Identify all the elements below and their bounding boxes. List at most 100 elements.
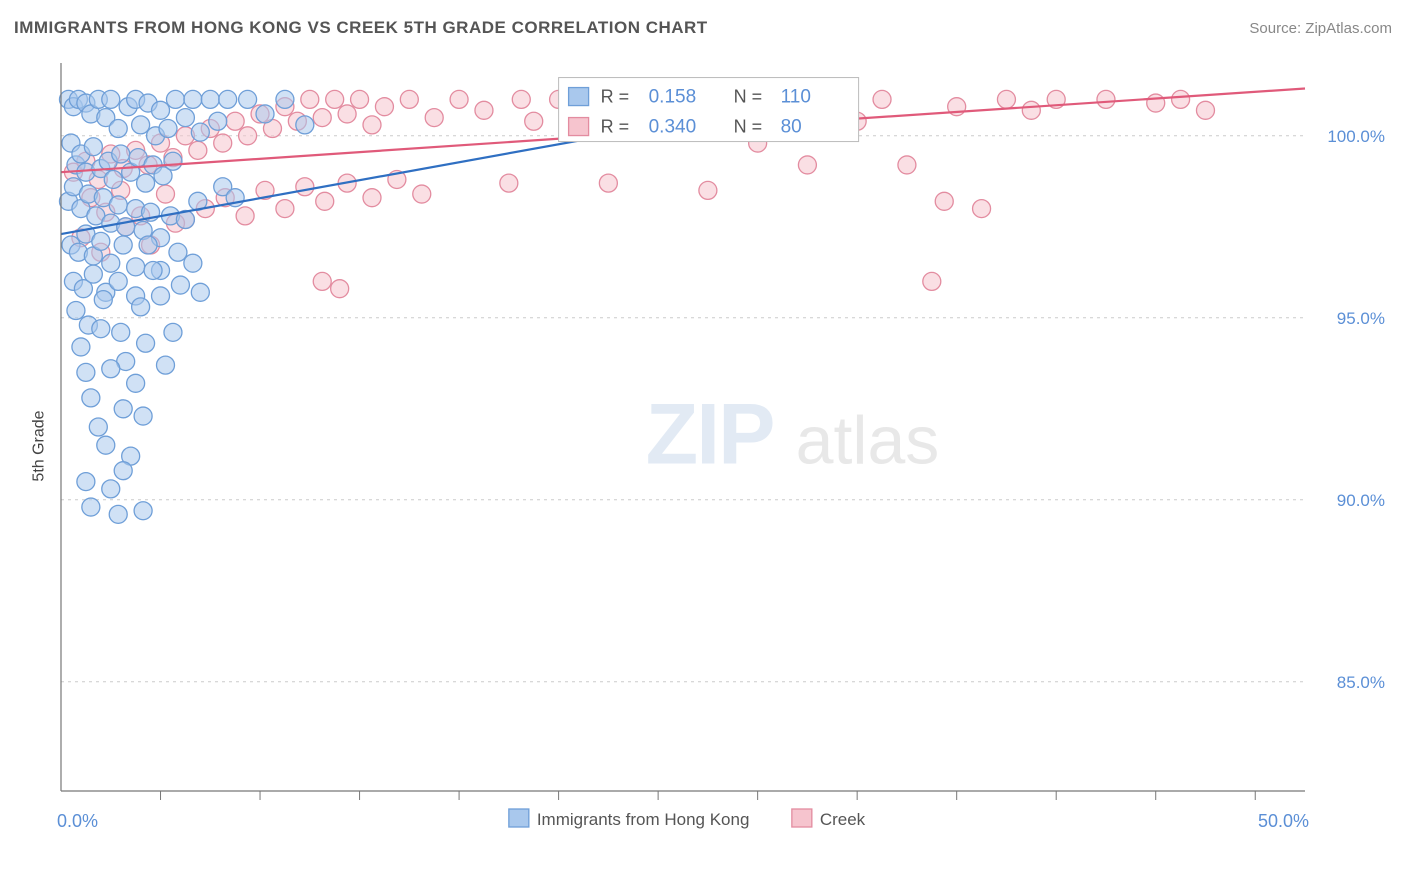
- data-point: [72, 338, 90, 356]
- data-point: [209, 112, 227, 130]
- data-point: [313, 272, 331, 290]
- data-point: [973, 200, 991, 218]
- data-point: [109, 120, 127, 138]
- data-point: [1147, 94, 1165, 112]
- data-point: [313, 109, 331, 127]
- data-point: [699, 181, 717, 199]
- data-point: [351, 90, 369, 108]
- data-point: [112, 145, 130, 163]
- data-point: [226, 112, 244, 130]
- data-point: [137, 174, 155, 192]
- data-point: [425, 109, 443, 127]
- data-point: [256, 105, 274, 123]
- data-point: [923, 272, 941, 290]
- y-axis-label: 5th Grade: [31, 410, 49, 481]
- data-point: [219, 90, 237, 108]
- y-tick-label: 85.0%: [1337, 673, 1385, 692]
- data-point: [114, 462, 132, 480]
- data-point: [84, 265, 102, 283]
- data-point: [239, 127, 257, 145]
- y-tick-label: 100.0%: [1327, 127, 1385, 146]
- data-point: [316, 192, 334, 210]
- legend-r-value: 0.158: [649, 87, 697, 108]
- y-tick-label: 90.0%: [1337, 491, 1385, 510]
- data-point: [114, 400, 132, 418]
- data-point: [331, 280, 349, 298]
- data-point: [239, 90, 257, 108]
- data-point: [102, 90, 120, 108]
- data-point: [156, 185, 174, 203]
- data-point: [276, 200, 294, 218]
- data-point: [189, 141, 207, 159]
- data-point: [114, 236, 132, 254]
- header: IMMIGRANTS FROM HONG KONG VS CREEK 5TH G…: [14, 18, 1392, 38]
- data-point: [191, 123, 209, 141]
- data-point: [159, 120, 177, 138]
- data-point: [184, 90, 202, 108]
- data-point: [236, 207, 254, 225]
- data-point: [84, 138, 102, 156]
- x-tick-label: 0.0%: [57, 811, 98, 831]
- data-point: [82, 498, 100, 516]
- data-point: [400, 90, 418, 108]
- data-point: [109, 272, 127, 290]
- data-point: [338, 105, 356, 123]
- legend-n-value: 110: [781, 87, 811, 108]
- data-point: [139, 236, 157, 254]
- data-point: [1097, 90, 1115, 108]
- data-point: [413, 185, 431, 203]
- data-point: [500, 174, 518, 192]
- data-point: [512, 90, 530, 108]
- data-point: [102, 254, 120, 272]
- chart-area: 85.0% 90.0% 95.0% 100.0% ZIPatlas 0.0% 50.0% R …: [55, 55, 1395, 843]
- data-point: [1022, 101, 1040, 119]
- data-point: [296, 178, 314, 196]
- data-point: [450, 90, 468, 108]
- data-point: [1172, 90, 1190, 108]
- legend-swatch: [792, 809, 812, 827]
- data-point: [191, 283, 209, 301]
- y-tick-label: 95.0%: [1337, 309, 1385, 328]
- legend-label: Creek: [820, 810, 866, 829]
- data-point: [112, 323, 130, 341]
- x-tick-label: 50.0%: [1258, 811, 1309, 831]
- data-point: [296, 116, 314, 134]
- data-point: [132, 116, 150, 134]
- data-point: [898, 156, 916, 174]
- legend-r-label: R =: [601, 117, 630, 137]
- stats-legend: R =0.158N =110R =0.340N =80: [559, 78, 859, 142]
- legend-n-label: N =: [734, 117, 763, 137]
- data-point: [873, 90, 891, 108]
- data-point: [276, 90, 294, 108]
- legend-r-label: R =: [601, 87, 630, 107]
- data-point: [67, 302, 85, 320]
- data-point: [102, 480, 120, 498]
- source-attribution: Source: ZipAtlas.com: [1249, 20, 1392, 37]
- source-name[interactable]: ZipAtlas.com: [1305, 20, 1392, 37]
- data-point: [77, 363, 95, 381]
- data-point: [137, 334, 155, 352]
- legend-n-value: 80: [781, 117, 802, 138]
- data-point: [301, 90, 319, 108]
- watermark: ZIPatlas: [646, 386, 940, 482]
- data-point: [214, 134, 232, 152]
- chart-title: IMMIGRANTS FROM HONG KONG VS CREEK 5TH G…: [14, 18, 708, 38]
- data-point: [109, 196, 127, 214]
- data-point: [92, 232, 110, 250]
- data-point: [77, 473, 95, 491]
- svg-text:ZIP: ZIP: [646, 386, 774, 482]
- data-point: [94, 291, 112, 309]
- data-point: [102, 360, 120, 378]
- data-point: [363, 116, 381, 134]
- data-point: [132, 298, 150, 316]
- data-point: [525, 112, 543, 130]
- data-point: [144, 261, 162, 279]
- data-point: [127, 374, 145, 392]
- data-point: [935, 192, 953, 210]
- data-point: [363, 189, 381, 207]
- data-point: [176, 109, 194, 127]
- data-point: [89, 418, 107, 436]
- data-point: [201, 90, 219, 108]
- data-point: [127, 258, 145, 276]
- data-point: [997, 90, 1015, 108]
